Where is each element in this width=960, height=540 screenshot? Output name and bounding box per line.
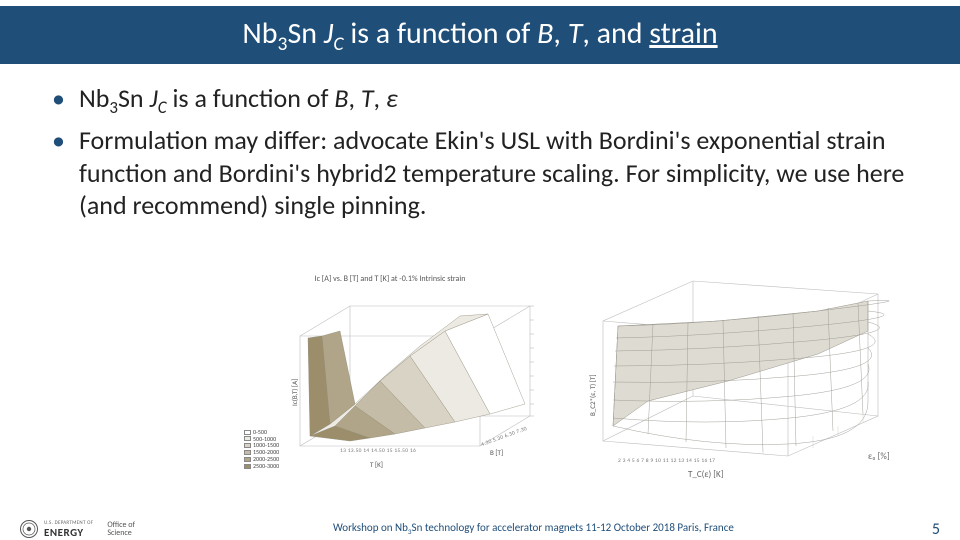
charts-row: Ic [A] vs. B [T] and T [K] at -0.1% Intr…	[240, 276, 920, 486]
surface-left-svg	[240, 276, 540, 476]
fc-pre: Workshop on Nb	[333, 521, 408, 534]
title-T: T	[568, 15, 583, 52]
footer: U.S. DEPARTMENT OF ENERGY Office of Scie…	[0, 512, 960, 540]
title-strain: strain	[649, 15, 717, 52]
b1-pre: Nb	[79, 82, 109, 114]
b1-T: T	[361, 82, 374, 114]
chart-right-tc: T_C(ε) [K]	[688, 469, 723, 480]
chart-bc2-surface: B_C2*(ε, T) [T] ε₀ [%] T_C(ε) [K] 2 3 4 …	[558, 276, 898, 476]
b1-s1: ,	[348, 82, 360, 114]
doe-text: U.S. DEPARTMENT OF ENERGY	[44, 520, 93, 539]
chart-ic-surface: Ic [A] vs. B [T] and T [K] at -0.1% Intr…	[240, 276, 540, 476]
slide-number: 5	[932, 520, 940, 539]
chart-left-ylabel: Ic(B,T) [A]	[290, 379, 299, 406]
title-mid1: Sn	[287, 15, 323, 52]
title-bar: Nb3Sn JC is a function of B, T, and stra…	[0, 6, 960, 64]
b1-c: C	[158, 97, 167, 118]
chart-left-xlabel-b: B [T]	[490, 448, 503, 457]
title-jc-c: C	[333, 32, 343, 56]
slide: Nb3Sn JC is a function of B, T, and stra…	[0, 6, 960, 540]
title-B: B	[537, 15, 553, 52]
lg5: 2500-3000	[253, 463, 279, 470]
chart-left-legend: 0-500 500-1000 1000-1500 1500-2000 2000-…	[244, 429, 279, 470]
chart-right-eps: ε₀ [%]	[868, 451, 890, 462]
office-l2: Science	[107, 529, 135, 537]
bullet-dot: •	[52, 124, 65, 222]
title-mid2: is a function of	[344, 15, 538, 52]
chart-right-ylabel: B_C2*(ε, T) [T]	[588, 374, 597, 416]
bullet-1: • Nb3Sn JC is a function of B, T, ε	[52, 82, 908, 118]
doe-seal-icon	[20, 520, 38, 538]
title-sep2: , and	[582, 15, 649, 52]
bullet-2: • Formulation may differ: advocate Ekin'…	[52, 124, 908, 222]
title-jc-j: J	[324, 15, 334, 52]
content-area: • Nb3Sn JC is a function of B, T, ε • Fo…	[0, 64, 960, 222]
chart-right-ticks: 2 3 4 5 6 7 8 9 10 11 12 13 14 15 16 17	[618, 458, 715, 464]
title-pre: Nb	[242, 15, 277, 52]
bullet-2-text: Formulation may differ: advocate Ekin's …	[79, 124, 908, 222]
b1-mid: Sn	[118, 82, 149, 114]
doe-energy: ENERGY	[44, 526, 93, 539]
b1-eps: ε	[386, 82, 398, 114]
b1-B: B	[334, 82, 348, 114]
b1-sub: 3	[109, 97, 118, 118]
chart-left-xlabel-t: T [K]	[370, 460, 383, 469]
doe-logo: U.S. DEPARTMENT OF ENERGY Office of Scie…	[20, 520, 135, 539]
b1-rest: is a function of	[167, 82, 335, 114]
title-sub1: 3	[278, 32, 288, 56]
slide-title: Nb3Sn JC is a function of B, T, and stra…	[242, 15, 717, 56]
surface-right-svg	[558, 276, 898, 476]
office-of-science: Office of Science	[107, 521, 135, 537]
b1-j: J	[149, 82, 157, 114]
bullet-dot: •	[52, 82, 65, 118]
doe-dept: U.S. DEPARTMENT OF	[44, 520, 93, 526]
fc-post: Sn technology for accelerator magnets 11…	[412, 521, 734, 534]
b1-s2: ,	[374, 82, 386, 114]
bullet-1-text: Nb3Sn JC is a function of B, T, ε	[79, 82, 908, 118]
chart-left-ticks-t: 13 13.50 14 14.50 15 15.50 16	[340, 448, 416, 454]
title-sep1: ,	[553, 15, 567, 52]
footer-caption: Workshop on Nb3Sn technology for acceler…	[135, 521, 932, 536]
